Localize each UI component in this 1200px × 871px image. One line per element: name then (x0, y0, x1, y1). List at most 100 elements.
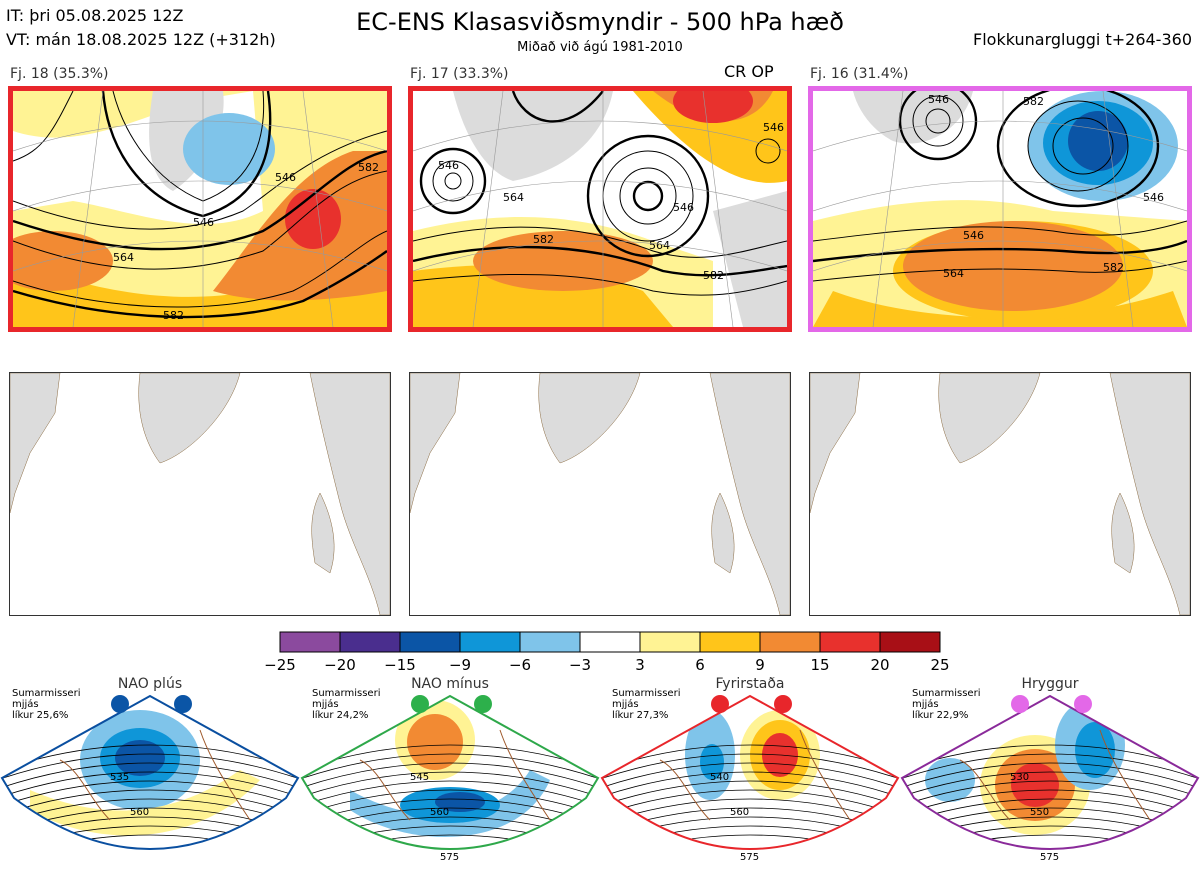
valid-time: VT: mán 18.08.2025 12Z (+312h) (6, 30, 276, 49)
colorbar-swatch (279, 631, 341, 653)
regime-contour-label: 545 (410, 772, 429, 783)
colorbar-swatch (819, 631, 881, 653)
colorbar-tick-label: 20 (870, 656, 889, 674)
regime-marker-dot (411, 695, 429, 713)
colorbar-tick-label: 6 (695, 656, 705, 674)
regime-map: 535 560 (0, 694, 300, 850)
regime-info-line: líkur 22,9% (912, 710, 969, 721)
contour-label: 564 (503, 191, 524, 204)
chart-title: EC-ENS Klasasviðsmyndir - 500 hPa hæð (356, 8, 844, 36)
cluster-1-label: Fj. 18 (35.3%) (10, 66, 109, 82)
regime-marker-dot (711, 695, 729, 713)
contour-label: 546 (928, 93, 949, 106)
regime-frame (300, 694, 600, 850)
regime-contour-label: 575 (1040, 852, 1059, 863)
colorbar-swatch (639, 631, 701, 653)
regime-name: Hryggur (1021, 676, 1079, 692)
regime-info-line: líkur 24,2% (312, 710, 369, 721)
contour-label: 564 (113, 251, 134, 264)
contour-label: 546 (275, 171, 296, 184)
colorbar-tick-label: −9 (449, 656, 471, 674)
cluster-1-map: 546 564 582 546 582 (8, 86, 392, 332)
regime-info-line: Sumarmisseri (912, 688, 981, 699)
colorbar-tick-label: −15 (384, 656, 416, 674)
colorbar-tick-label: 15 (810, 656, 829, 674)
empty-map-1 (9, 372, 391, 616)
regime-contour-label: 560 (130, 807, 149, 818)
regime-info-line: líkur 25,6% (12, 710, 69, 721)
regime-marker-dot (174, 695, 192, 713)
regime-contour-label: 560 (430, 807, 449, 818)
regime-map: 540 560 575 (600, 694, 900, 863)
regime-name: NAO mínus (411, 676, 489, 692)
regime-marker-dot (1074, 695, 1092, 713)
contour-label: 582 (358, 161, 379, 174)
cluster-2-map: 546 564 582 546 564 582 546 (408, 86, 792, 332)
regime-info: Sumarmisseri mjjás líkur 27,3% (612, 688, 680, 721)
regime-name: Fyrirstaða (715, 676, 785, 692)
regime-marker-dot (1011, 695, 1029, 713)
regime-map: 530 550 575 (900, 694, 1200, 863)
regime-contour-label: 530 (1010, 772, 1029, 783)
regime-info: Sumarmisseri mjjás líkur 22,9% (912, 688, 980, 721)
regime-info: Sumarmisseri mjjás líkur 24,2% (312, 688, 380, 721)
regime-name: NAO plús (117, 676, 183, 692)
colorbar-swatch (879, 631, 941, 653)
contour-label: 546 (193, 216, 214, 229)
empty-map-3 (809, 372, 1191, 616)
regime-contour-label: 575 (740, 852, 759, 863)
colorbar-swatch (459, 631, 521, 653)
contour-label: 582 (1103, 261, 1124, 274)
initial-time: IT: þri 05.08.2025 12Z (6, 6, 184, 25)
regime-contour-label: 575 (440, 852, 459, 863)
contour-label: 582 (1023, 95, 1044, 108)
regime-contour-label: 560 (730, 807, 749, 818)
colorbar-tick-label: 3 (635, 656, 645, 674)
contour-label: 564 (943, 267, 964, 280)
colorbar-swatch (339, 631, 401, 653)
contour-label: 582 (533, 233, 554, 246)
colorbar-tick-label: −6 (509, 656, 531, 674)
colorbar-swatch (579, 631, 641, 653)
empty-map-2 (409, 372, 791, 616)
contour-label: 582 (163, 309, 184, 322)
regime-marker-dot (111, 695, 129, 713)
colorbar-tick-label: −20 (324, 656, 356, 674)
cluster-2-extra-label: CR OP (724, 62, 774, 81)
contour-label: 546 (963, 229, 984, 242)
colorbar-swatch (399, 631, 461, 653)
contour-label: 546 (1143, 191, 1164, 204)
regime-info-line: mjjás (612, 699, 639, 710)
regime-info-line: Sumarmisseri (312, 688, 381, 699)
contour-label: 546 (673, 201, 694, 214)
chart-subtitle: Miðað við ágú 1981-2010 (517, 40, 683, 55)
regime-map: 545 560 575 (300, 694, 600, 863)
contour-label: 582 (703, 269, 724, 282)
contour-label: 564 (649, 239, 670, 252)
regime-frame (0, 694, 300, 850)
classification-window: Flokkunargluggi t+264-360 (973, 30, 1192, 49)
regime-frame (900, 694, 1200, 850)
colorbar-tick-label: 9 (755, 656, 765, 674)
regime-contour-label: 550 (1030, 807, 1049, 818)
cluster-3-map: 546 564 582 582 546 546 (808, 86, 1192, 332)
regime-info: Sumarmisseri mjjás líkur 25,6% (12, 688, 80, 721)
colorbar-swatch (699, 631, 761, 653)
colorbar-swatch (519, 631, 581, 653)
regime-contour-label: 535 (110, 772, 129, 783)
regime-frame (600, 694, 900, 850)
regime-info-line: mjjás (12, 699, 39, 710)
regime-info-line: mjjás (312, 699, 339, 710)
regime-info-line: Sumarmisseri (12, 688, 81, 699)
colorbar-tick-label: −25 (264, 656, 296, 674)
colorbar-tick-label: −3 (569, 656, 591, 674)
regime-contour-label: 540 (710, 772, 729, 783)
regime-info-line: líkur 27,3% (612, 710, 669, 721)
regime-marker-dot (774, 695, 792, 713)
regime-marker-dot (474, 695, 492, 713)
contour-label: 546 (438, 159, 459, 172)
regime-info-line: Sumarmisseri (612, 688, 681, 699)
regime-info-line: mjjás (912, 699, 939, 710)
cluster-3-label: Fj. 16 (31.4%) (810, 66, 909, 82)
colorbar-swatch (759, 631, 821, 653)
